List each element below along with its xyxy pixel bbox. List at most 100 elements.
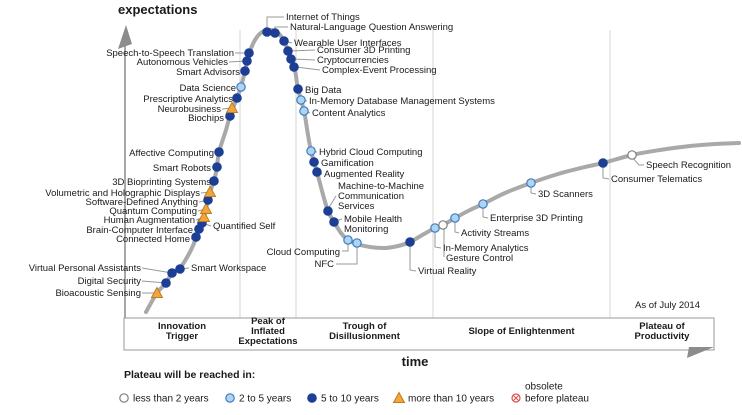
legend-item-label: 5 to 10 years	[321, 394, 379, 405]
phase-label: Slope of Enlightenment	[468, 326, 575, 337]
data-points	[150, 27, 637, 298]
point-connector	[292, 58, 316, 61]
point-label: Affective Computing	[129, 148, 214, 159]
point-label: In-Memory Analytics	[443, 243, 529, 254]
point-triangle-icon	[199, 202, 213, 214]
point-label: Connected Home	[116, 234, 190, 245]
point-dot-icon	[214, 147, 224, 157]
point-dot-icon	[289, 62, 299, 72]
point-label: Hybrid Cloud Computing	[319, 147, 423, 158]
point-dot-icon	[293, 84, 303, 94]
point-dot-icon	[299, 106, 309, 116]
point-label: Big Data	[305, 85, 342, 96]
point-label: Augmented Reality	[324, 169, 405, 180]
point-label: Mobile Health Monitoring	[344, 214, 402, 235]
point-label: Smart Robots	[153, 163, 211, 174]
expectations-axis-title: expectations	[118, 2, 197, 17]
point-label: Autonomous Vehicles	[137, 57, 229, 68]
legend-item-label: obsolete before plateau	[525, 382, 589, 405]
point-connector	[409, 245, 417, 272]
point-label: NFC	[314, 259, 334, 270]
point-dot-icon	[286, 54, 296, 64]
point-label: In-Memory Database Management Systems	[309, 96, 495, 107]
point-dot-icon	[270, 28, 280, 38]
point-dot-icon	[526, 178, 536, 188]
point-label: Machine-to-Machine Communication Services	[338, 181, 424, 212]
point-label: Bioacoustic Sensing	[55, 288, 141, 299]
point-label: Internet of Things	[286, 12, 360, 23]
point-dot-icon	[309, 157, 319, 167]
point-dot-icon	[405, 237, 415, 247]
point-label: Consumer Telematics	[611, 174, 702, 185]
point-connector	[454, 221, 460, 234]
point-label: Quantum Computing	[109, 206, 197, 217]
point-dot-icon	[323, 206, 333, 216]
point-connector	[530, 186, 537, 195]
point-label: Gamification	[321, 158, 374, 169]
point-dot-icon	[450, 213, 460, 223]
point-label: Software-Defined Anything	[86, 197, 198, 208]
phase-label: Trough of Disillusionment	[329, 321, 401, 342]
point-label: Digital Security	[78, 276, 142, 287]
point-label: Virtual Reality	[418, 266, 477, 277]
point-connector	[336, 246, 358, 265]
point-connector	[266, 16, 284, 29]
point-dot-icon	[279, 36, 289, 46]
legend-item-label: more than 10 years	[408, 394, 494, 405]
point-connector	[632, 157, 644, 166]
point-dot-icon	[225, 111, 235, 121]
point-label: Brain-Computer Interface	[86, 225, 193, 236]
point-dot-icon	[343, 235, 353, 245]
phase-label: Innovation Trigger	[158, 321, 206, 342]
point-label: Quantified Self	[213, 221, 276, 232]
point-label: Smart Advisors	[176, 67, 240, 78]
point-label: Cryptocurrencies	[317, 55, 389, 66]
as-of-date: As of July 2014	[635, 300, 700, 311]
point-label: Enterprise 3D Printing	[490, 213, 583, 224]
phase-labels: Innovation Trigger Peak of Inflated Expectat…	[158, 316, 690, 347]
point-triangle-icon	[225, 101, 239, 113]
point-dot-icon	[203, 195, 213, 205]
point-label: 3D Scanners	[538, 189, 593, 200]
point-dot-icon	[430, 223, 440, 233]
legend-obsolete-x-icon	[513, 395, 519, 401]
point-label: Gesture Control	[446, 253, 513, 264]
point-label: Speech-to-Speech Translation	[106, 48, 234, 59]
point-dot-icon	[242, 56, 252, 66]
point-dot-icon	[175, 264, 185, 274]
time-axis-title: time	[402, 354, 429, 369]
point-dot-icon	[240, 66, 250, 76]
point-dot-icon	[598, 158, 608, 168]
point-label: Human Augmentation	[104, 215, 195, 226]
point-label: Consumer 3D Printing	[317, 45, 410, 56]
point-dot-icon	[232, 93, 242, 103]
y-axis-arrowhead-icon	[118, 25, 132, 49]
point-label: Biochips	[188, 113, 224, 124]
point-label: Prescriptive Analytics	[143, 94, 233, 105]
point-dot-icon	[244, 48, 254, 58]
point-triangle-icon	[197, 210, 211, 222]
point-dot-icon	[212, 162, 222, 172]
point-label: Virtual Personal Assistants	[29, 263, 142, 274]
point-connector	[289, 49, 316, 52]
point-connector	[602, 166, 610, 180]
point-connector	[295, 66, 321, 71]
phase-band-rect	[123, 317, 715, 351]
point-connector	[141, 267, 173, 274]
point-label: Wearable User Interfaces	[294, 38, 402, 49]
legend-dot-icon	[119, 393, 129, 403]
point-dot-icon	[191, 232, 201, 242]
legend-item-label: less than 2 years	[133, 394, 209, 405]
legend-dot-icon	[225, 393, 235, 403]
point-label: Speech Recognition	[646, 160, 731, 171]
point-connector	[434, 231, 442, 249]
point-dot-icon	[161, 278, 171, 288]
point-label: Data Science	[179, 83, 236, 94]
phase-label: Peak of Inflated Expectations	[238, 316, 297, 347]
point-dot-icon	[312, 167, 322, 177]
point-dot-icon	[478, 199, 488, 209]
point-dot-icon	[236, 82, 246, 92]
